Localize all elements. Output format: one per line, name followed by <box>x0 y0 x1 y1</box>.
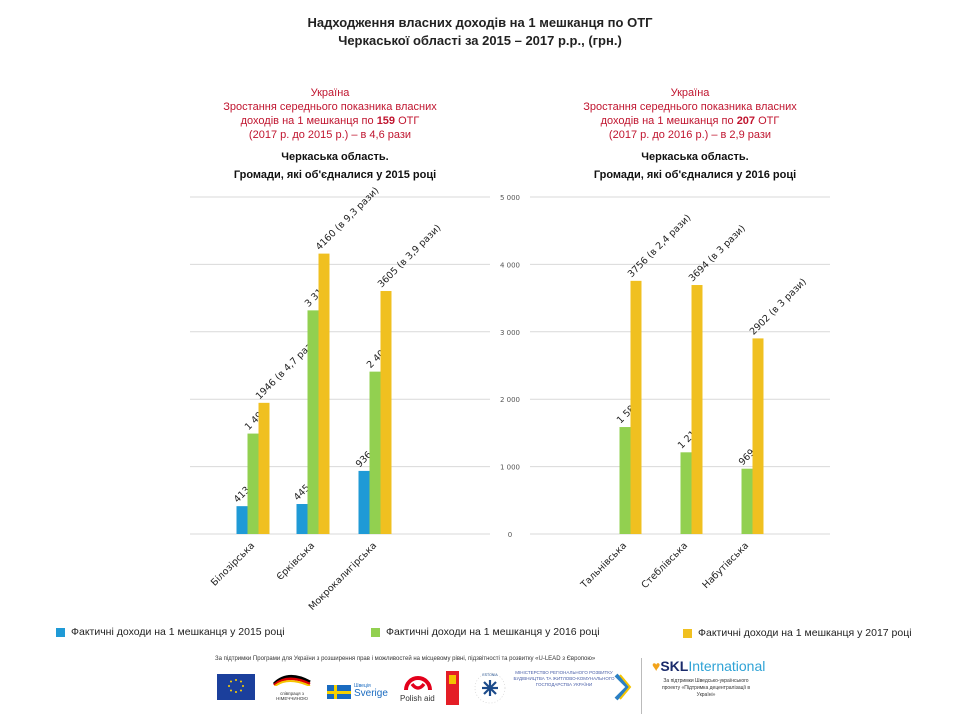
legend-swatch-2015 <box>56 627 65 637</box>
right-otg-count: 207 <box>736 115 756 127</box>
sweden-flag-icon <box>327 685 351 699</box>
bar-2016 <box>247 433 259 534</box>
legend-swatch-2017 <box>683 628 692 638</box>
estonia-star-icon: ESTONIA <box>474 672 506 704</box>
legend-item-2017: Фактичні доходи на 1 мешканця у 2017 роц… <box>683 627 912 639</box>
left-sub-line2-pre: доходів на 1 мешканця по <box>240 115 377 127</box>
bar-2017 <box>630 280 642 534</box>
bar-2016 <box>741 468 753 534</box>
sweden-big-text: Sverige <box>354 688 388 699</box>
germany-logo: співпраця з НІМЕЧЧИНОЮ <box>270 672 314 702</box>
footer-divider <box>641 658 642 714</box>
y-tick-label: 1 000 <box>500 464 520 472</box>
x-tick-label: Мокрокалигірська <box>307 540 379 612</box>
left-otg-count: 159 <box>376 115 396 127</box>
eu-flag-logo <box>217 674 255 700</box>
estonia-text: ESTONIA <box>482 673 498 677</box>
legend-item-2015: Фактичні доходи на 1 мешканця у 2015 роц… <box>56 626 285 638</box>
eu-stars-icon <box>228 679 244 693</box>
y-tick-label: 3 000 <box>500 329 520 337</box>
data-label: 3756 (в 2,4 рази) <box>626 212 693 279</box>
left-sub-line2: доходів на 1 мешканця по 159 ОТГ <box>190 114 470 128</box>
sweden-logo: Швеція Sverige <box>327 683 388 701</box>
x-tick-label: Білозірська <box>209 540 257 588</box>
ministry-text: МІНІСТЕРСТВО РЕГІОНАЛЬНОГО РОЗВИТКУ БУДІ… <box>513 670 615 687</box>
right-region: Черкаська область. Громади, які об'єднал… <box>570 148 820 184</box>
x-tick-label: Тальнівська <box>578 540 629 591</box>
data-label: 4160 (в 9,3 рази) <box>314 185 381 252</box>
left-region: Черкаська область. Громади, які об'єднал… <box>190 148 480 184</box>
bar-2015 <box>236 506 248 534</box>
right-group-name: Громади, які об'єдналися у 2016 році <box>593 169 797 181</box>
legend-label-2016: Фактичні доходи на 1 мешканця у 2016 роц… <box>386 626 600 638</box>
title-line-1: Надходження власних доходів на 1 мешканц… <box>307 15 653 30</box>
left-sub-line1: Зростання середнього показника власних <box>223 101 437 113</box>
polish-aid-text: Polish aid <box>400 694 435 703</box>
support-text: За підтримки Програми для України з розш… <box>215 656 596 662</box>
skl-support-text: За підтримки Шведсько-українського проек… <box>661 678 751 698</box>
bar-2015 <box>358 470 370 534</box>
right-sub-line1: Зростання середнього показника власних <box>583 101 797 113</box>
legend-item-2016: Фактичні доходи на 1 мешканця у 2016 роц… <box>371 626 600 638</box>
left-sub-line2-post: ОТГ <box>395 115 420 127</box>
right-sub-line2: доходів на 1 мешканця по 207 ОТГ <box>560 114 820 128</box>
bar-2016 <box>619 427 631 534</box>
title-line-2: Черкаської області за 2015 – 2017 р.р., … <box>338 33 622 48</box>
polish-aid-icon <box>404 676 432 691</box>
x-tick-label: Набутівська <box>700 540 751 591</box>
data-label: 3694 (в 3 рази) <box>687 223 748 284</box>
y-tick-label: 2 000 <box>500 396 520 404</box>
bar-2017 <box>318 253 330 534</box>
bar-2017 <box>691 285 703 534</box>
sweden-small-text: Швеція <box>354 683 371 689</box>
right-subtitle: Україна Зростання середнього показника в… <box>560 86 820 142</box>
y-tick-label: 5 000 <box>500 194 520 202</box>
data-label: 2902 (в 3 рази) <box>748 276 809 337</box>
right-country: Україна <box>670 87 710 99</box>
bar-2017 <box>380 291 392 534</box>
page-title: Надходження власних доходів на 1 мешканц… <box>0 14 960 50</box>
data-label: 3605 (в 3,9 рази) <box>376 223 443 290</box>
legend-label-2017: Фактичні доходи на 1 мешканця у 2017 роц… <box>698 627 912 639</box>
germany-text: співпраця з НІМЕЧЧИНОЮ <box>276 691 308 701</box>
right-sub-line3: (2017 р. до 2016 р.) – в 2,9 рази <box>608 129 772 141</box>
left-region-name: Черкаська область. <box>281 151 389 163</box>
polish-aid-logo: Polish aid <box>398 670 438 706</box>
legend-swatch-2016 <box>371 627 380 637</box>
right-sub-line2-pre: доходів на 1 мешканця по <box>600 115 737 127</box>
bar-2016 <box>369 371 381 534</box>
right-sub-line2-post: ОТГ <box>755 115 780 127</box>
right-region-name: Черкаська область. <box>641 151 749 163</box>
skl-text-b: International <box>688 658 766 674</box>
germany-flag-swoosh-icon <box>272 675 311 687</box>
left-group-name: Громади, які об'єдналися у 2015 році <box>233 169 437 181</box>
x-tick-label: Єрківська <box>275 540 317 582</box>
bar-2017 <box>752 338 764 534</box>
legend-label-2015: Фактичні доходи на 1 мешканця у 2015 роц… <box>71 626 285 638</box>
skl-heart-icon: ♥ <box>652 658 661 674</box>
left-country: Україна <box>310 87 350 99</box>
bar-2017 <box>258 402 270 534</box>
ministry-chevron-icon <box>614 673 632 701</box>
bar-2015 <box>296 504 308 534</box>
bar-2016 <box>307 310 319 534</box>
left-subtitle: Україна Зростання середнього показника в… <box>190 86 470 142</box>
estonia-logo: ESTONIA <box>472 670 508 706</box>
left-sub-line3: (2017 р. до 2015 р.) – в 4,6 рази <box>248 129 412 141</box>
skl-text-a: SKL <box>660 658 689 674</box>
coat-of-arms-logo <box>446 671 459 705</box>
x-tick-label: Стеблівська <box>640 540 691 591</box>
skl-logo: ♥SKLInternational <box>652 658 765 674</box>
bar-2016 <box>680 452 692 534</box>
y-tick-label: 0 <box>508 531 512 539</box>
y-tick-label: 4 000 <box>500 261 520 269</box>
